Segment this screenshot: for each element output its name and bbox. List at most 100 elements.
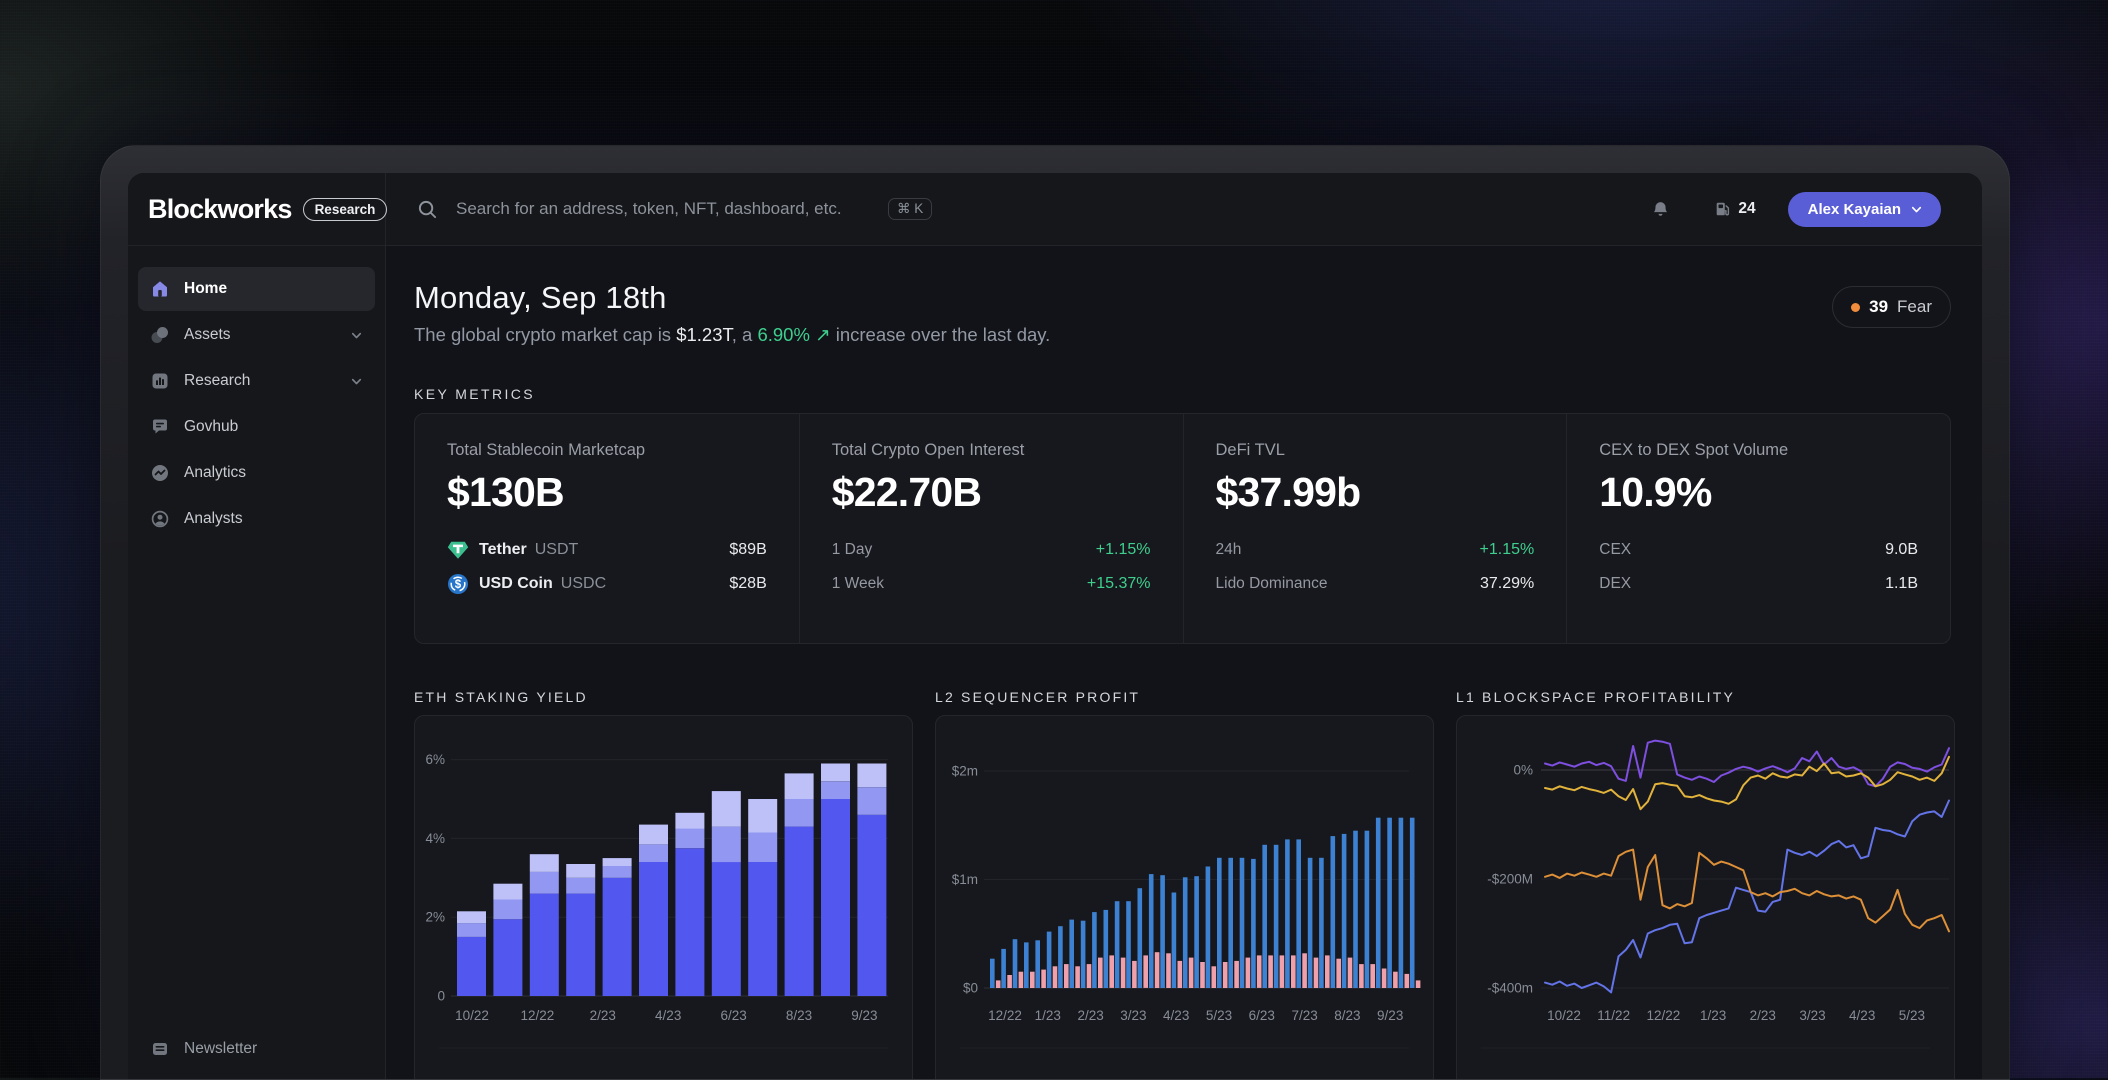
chart-card: 0%-$200M-$400m10/2211/2212/221/232/233/2… [1456, 715, 1955, 1079]
metric-value: 10.9% [1599, 469, 1918, 516]
notifications-button[interactable] [1651, 200, 1670, 219]
sidebar-item-govhub[interactable]: Govhub [138, 405, 375, 449]
market-cap-summary: The global crypto market cap is $1.23T, … [414, 324, 1050, 346]
usdc-icon: $ [447, 573, 469, 595]
metric-row-label: 1 Week [832, 575, 884, 593]
fear-greed-badge[interactable]: 39 Fear [1832, 286, 1951, 328]
metric-row: DEX1.1B [1599, 571, 1918, 597]
chart-card: $2m$1m$012/221/232/233/234/235/236/237/2… [935, 715, 1434, 1079]
chart-title: L2 SEQUENCER PROFIT [935, 689, 1434, 705]
key-metrics-card: Total Stablecoin Marketcap$130BTetherUSD… [414, 413, 1951, 644]
blockworks-logo[interactable]: Blockworks [148, 194, 292, 225]
svg-text:1/23: 1/23 [1700, 1008, 1726, 1023]
user-name: Alex Kayaian [1808, 201, 1901, 218]
top-bar-actions: 24 Alex Kayaian [1651, 173, 1982, 245]
user-menu-button[interactable]: Alex Kayaian [1788, 192, 1941, 227]
metric-label: CEX to DEX Spot Volume [1599, 441, 1918, 460]
metric-value: $130B [447, 469, 767, 516]
metric-row: 24h +1.15% [1216, 537, 1535, 563]
key-metrics-label: KEY METRICS [414, 386, 1951, 402]
sidebar-item-label: Govhub [184, 418, 238, 436]
metric-label: DeFi TVL [1216, 441, 1535, 460]
metric-card: CEX to DEX Spot Volume 10.9% CEX9.0BDEX1.1… [1566, 414, 1950, 643]
charts-row: ETH STAKING YIELD6%4%2%010/2212/222/234/… [414, 689, 1951, 1079]
search-icon [417, 199, 438, 220]
fear-dot-icon [1851, 303, 1860, 312]
sidebar-item-analytics[interactable]: Analytics [138, 451, 375, 495]
page-header: Monday, Sep 18th The global crypto marke… [414, 280, 1951, 346]
chart-canvas: 0%-$200M-$400m10/2211/2212/221/232/233/2… [1457, 716, 1954, 1079]
metric-row-value: 1.1B [1885, 575, 1918, 593]
market-cap-value: $1.23T [676, 324, 732, 345]
sidebar-item-label: Analytics [184, 464, 246, 482]
svg-text:-$200M: -$200M [1487, 872, 1533, 887]
search-bar[interactable]: ⌘ K [386, 173, 1651, 245]
metric-row-label: CEX [1599, 541, 1631, 559]
svg-text:$0: $0 [963, 981, 978, 996]
svg-text:-$400m: -$400m [1487, 981, 1533, 996]
fear-label: Fear [1897, 297, 1932, 317]
metric-row: TetherUSDT$89B [447, 537, 767, 563]
metric-rows: 24h +1.15% Lido Dominance 37.29% [1216, 537, 1535, 597]
chart-title: L1 BLOCKSPACE PROFITABILITY [1456, 689, 1955, 705]
svg-text:10/22: 10/22 [455, 1008, 489, 1023]
assets-icon [150, 325, 170, 345]
sidebar-item-assets[interactable]: Assets [138, 313, 375, 357]
sidebar-item-research[interactable]: Research [138, 359, 375, 403]
svg-text:8/23: 8/23 [1334, 1008, 1360, 1023]
metric-row-label: Lido Dominance [1216, 575, 1328, 593]
chevron-down-icon [1910, 203, 1923, 216]
fear-value: 39 [1869, 297, 1888, 317]
main-content: Monday, Sep 18th The global crypto marke… [386, 246, 1982, 1079]
gas-price-value: 24 [1738, 200, 1755, 218]
metric-row-value: +15.37% [1087, 575, 1151, 593]
brand: Blockworks Research [128, 173, 386, 245]
svg-text:5/23: 5/23 [1899, 1008, 1925, 1023]
screen-bezel: Blockworks Research ⌘ K [100, 145, 2010, 1080]
sidebar-item-label: Assets [184, 326, 231, 344]
metric-row-label: 24h [1216, 541, 1242, 559]
research-icon [150, 371, 170, 391]
svg-text:12/22: 12/22 [521, 1008, 555, 1023]
metric-rows: CEX9.0BDEX1.1B [1599, 537, 1918, 597]
svg-text:8/23: 8/23 [786, 1008, 812, 1023]
metric-label: Total Crypto Open Interest [832, 441, 1151, 460]
sidebar-item-newsletter[interactable]: Newsletter [138, 1027, 375, 1071]
svg-text:0: 0 [437, 989, 445, 1004]
gas-price-indicator[interactable]: 24 [1708, 199, 1761, 219]
metric-card: DeFi TVL$37.99b24h+1.15%Lido Dominance37… [1183, 414, 1567, 643]
metric-rows: 1 Day+1.15%1 Week+15.37% [832, 537, 1151, 597]
svg-text:4/23: 4/23 [655, 1008, 681, 1023]
tether-icon [447, 539, 469, 561]
sidebar-item-label: Newsletter [184, 1040, 257, 1058]
analysts-icon [150, 509, 170, 529]
sidebar-item-label: Home [184, 280, 227, 298]
search-input[interactable] [454, 198, 888, 220]
sidebar: Home Assets Research Govhub Analytics Analyst… [128, 246, 386, 1079]
govhub-icon [150, 417, 170, 437]
keyboard-shortcut-badge: ⌘ K [888, 198, 932, 220]
metric-card: Total Stablecoin Marketcap$130BTetherUSD… [415, 414, 799, 643]
svg-text:7/23: 7/23 [1291, 1008, 1317, 1023]
svg-text:3/23: 3/23 [1120, 1008, 1146, 1023]
bell-icon [1651, 200, 1670, 219]
svg-text:9/23: 9/23 [1377, 1008, 1403, 1023]
svg-text:6/23: 6/23 [1249, 1008, 1275, 1023]
metric-row-value: +1.15% [1480, 541, 1535, 559]
coin-ticker: USDT [535, 541, 579, 559]
sidebar-item-analysts[interactable]: Analysts [138, 497, 375, 541]
top-bar: Blockworks Research ⌘ K [128, 173, 1982, 246]
page-title: Monday, Sep 18th [414, 280, 1050, 316]
svg-text:12/22: 12/22 [1647, 1008, 1681, 1023]
metric-row: 1 Week +15.37% [832, 571, 1151, 597]
chart-section-eth-staking-yield: ETH STAKING YIELD6%4%2%010/2212/222/234/… [414, 689, 913, 1079]
sidebar-item-home[interactable]: Home [138, 267, 375, 311]
market-cap-change: 6.90% [757, 324, 809, 345]
chart-title: ETH STAKING YIELD [414, 689, 913, 705]
coin-name: USD Coin [479, 575, 553, 593]
svg-text:3/23: 3/23 [1799, 1008, 1825, 1023]
metric-row-value: 37.29% [1480, 575, 1534, 593]
sidebar-item-label: Analysts [184, 510, 243, 528]
home-icon [150, 279, 170, 299]
svg-text:4/23: 4/23 [1163, 1008, 1189, 1023]
